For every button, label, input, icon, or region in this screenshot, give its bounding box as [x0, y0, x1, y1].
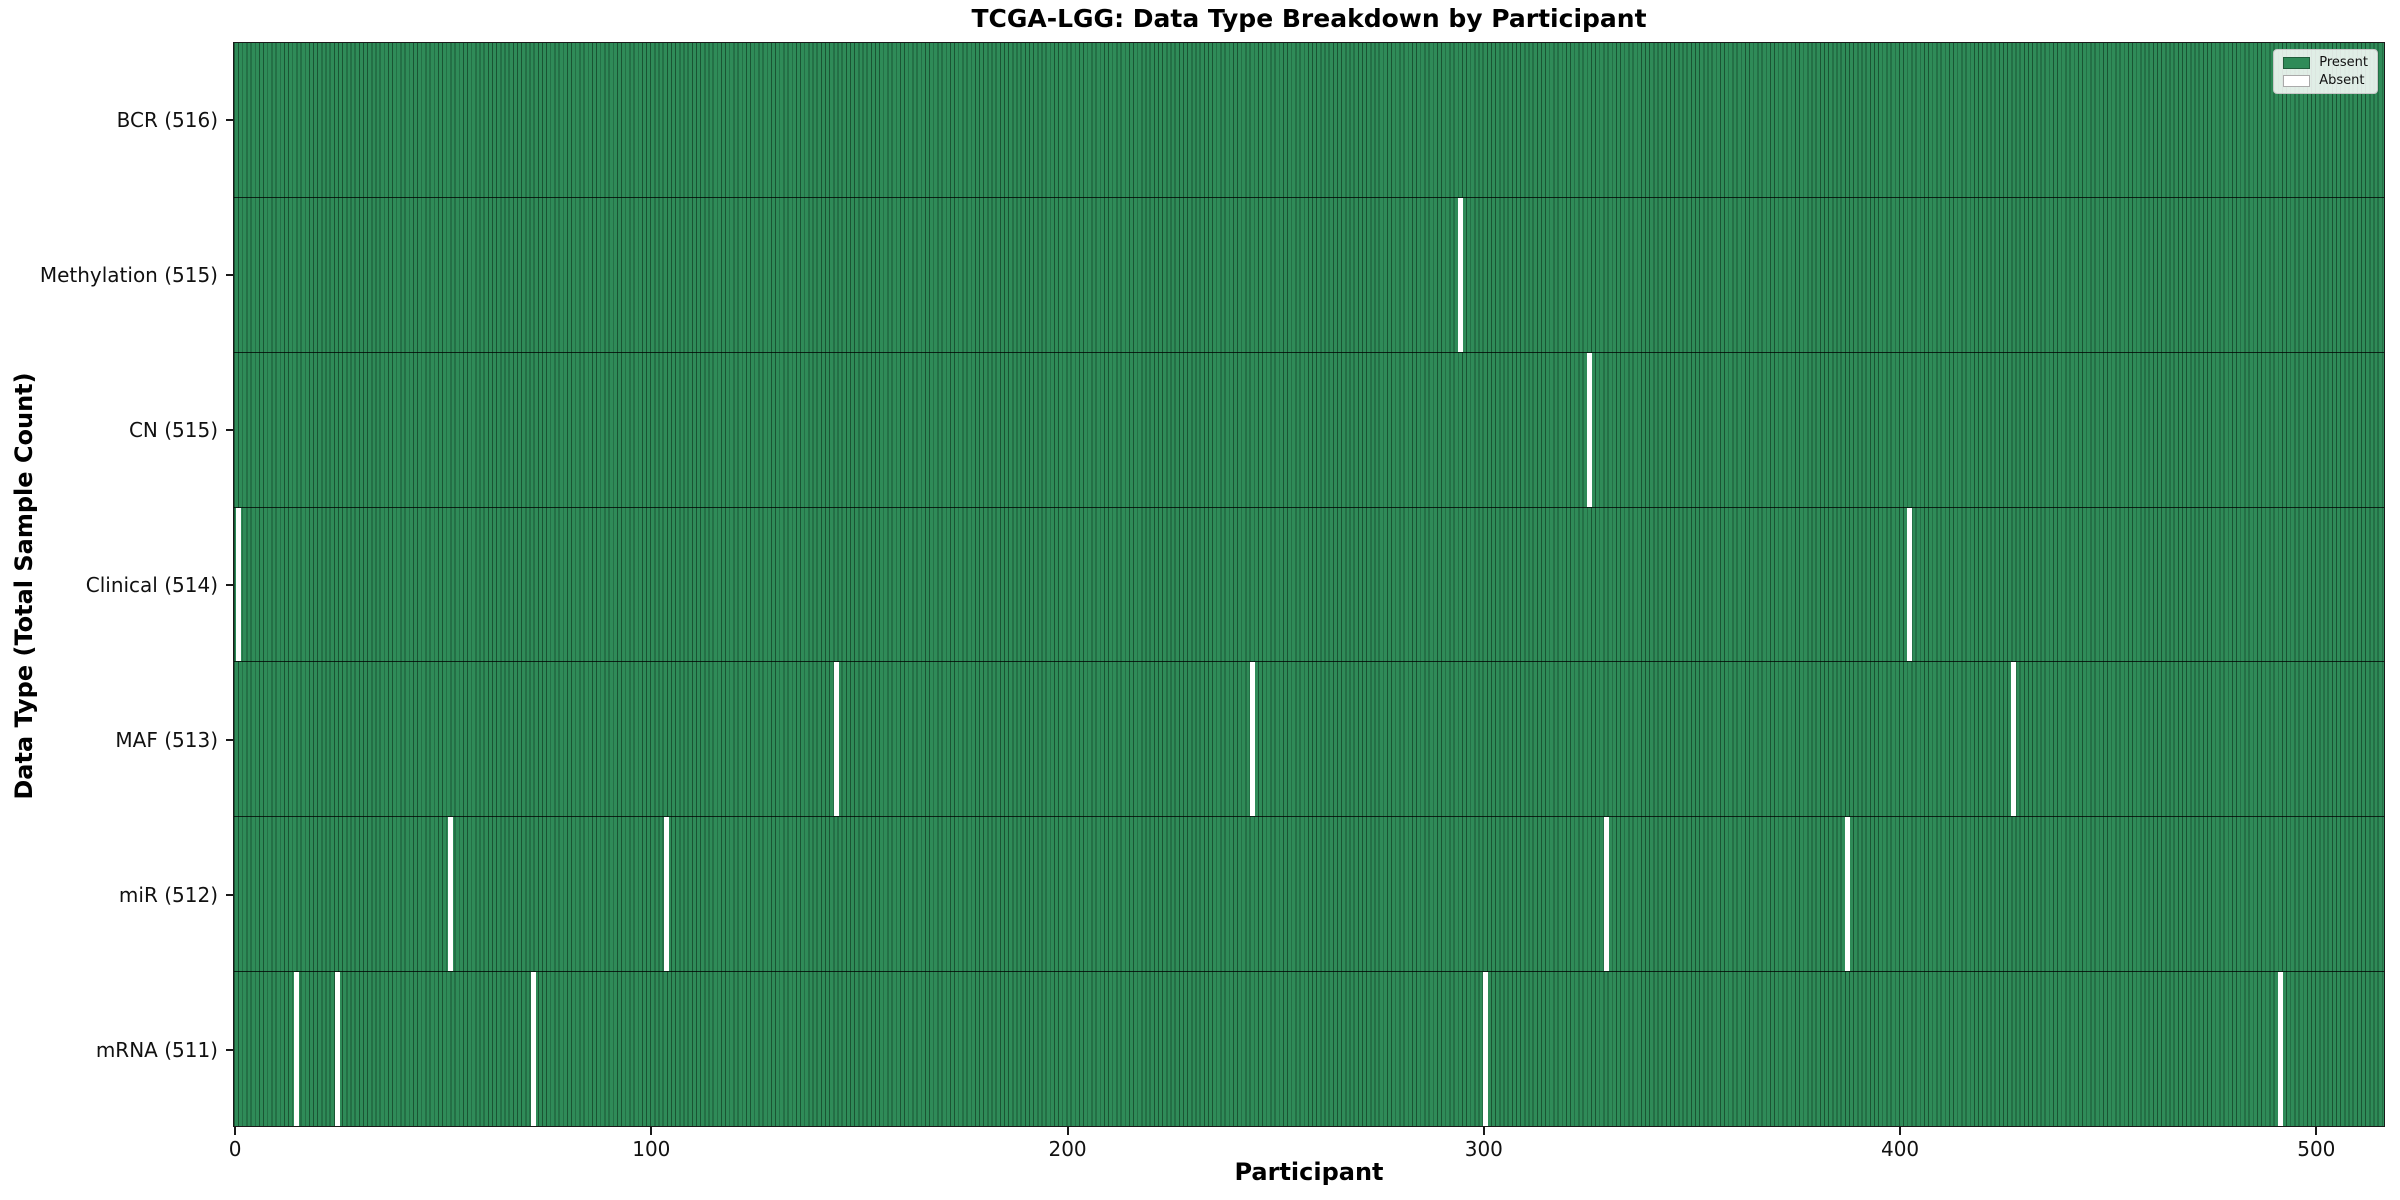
ytick-mark-MAF: [226, 738, 233, 741]
xtick-mark-300: [1482, 1127, 1485, 1135]
absent-gap-miR-51: [447, 817, 453, 972]
xtick-mark-400: [1899, 1127, 1902, 1135]
legend-present-label: Present: [2319, 55, 2368, 70]
ytick-mark-Methylation: [226, 273, 233, 276]
ytick-label-CN: CN (515): [128, 417, 218, 442]
absent-gap-MAF-244: [1250, 662, 1256, 817]
ytick-mark-CN: [226, 428, 233, 431]
row-CN: [234, 352, 2384, 508]
absent-gap-Methylation-294: [1458, 197, 1464, 352]
absent-gap-miR-103: [663, 817, 669, 972]
legend-absent-label: Absent: [2319, 73, 2365, 88]
row-MAF: [234, 662, 2384, 818]
xtick-label-100: 100: [632, 1137, 671, 1161]
absent-gap-MAF-144: [834, 662, 840, 817]
row-Clinical: [234, 507, 2384, 663]
row-mRNA: [234, 972, 2384, 1127]
ytick-label-mRNA: mRNA (511): [95, 1037, 218, 1062]
xtick-mark-0: [234, 1127, 237, 1135]
ytick-label-Clinical: Clinical (514): [85, 572, 218, 597]
absent-gap-Clinical-402: [1907, 507, 1913, 662]
absent-gap-mRNA-24: [335, 972, 341, 1127]
heatmap-rows: [234, 43, 2384, 1127]
plot-area: Present Absent: [233, 42, 2385, 1127]
absent-gap-miR-387: [1845, 817, 1851, 972]
absent-gap-mRNA-71: [530, 972, 536, 1127]
legend: Present Absent: [2273, 49, 2378, 94]
absent-gap-mRNA-14: [293, 972, 299, 1127]
present-swatch-icon: [2283, 56, 2311, 69]
legend-item-present: Present: [2283, 56, 2368, 69]
absent-gap-miR-329: [1603, 817, 1609, 972]
xtick-mark-100: [650, 1127, 653, 1135]
absent-gap-mRNA-300: [1483, 972, 1489, 1127]
xtick-label-200: 200: [1048, 1137, 1087, 1161]
xtick-label-0: 0: [228, 1137, 242, 1161]
row-Methylation: [234, 197, 2384, 353]
xtick-mark-500: [2315, 1127, 2318, 1135]
ytick-mark-Clinical: [226, 583, 233, 586]
absent-gap-Clinical-0: [235, 507, 241, 662]
xtick-label-500: 500: [2297, 1137, 2336, 1161]
absent-gap-CN-325: [1587, 352, 1593, 507]
ytick-label-miR: miR (512): [118, 882, 218, 907]
ytick-label-BCR: BCR (516): [116, 107, 218, 132]
ytick-mark-BCR: [226, 118, 233, 121]
ytick-label-MAF: MAF (513): [115, 727, 218, 752]
ytick-label-Methylation: Methylation (515): [39, 262, 218, 287]
row-miR: [234, 817, 2384, 973]
absent-gap-mRNA-491: [2277, 972, 2283, 1127]
xtick-label-300: 300: [1464, 1137, 1503, 1161]
ytick-mark-miR: [226, 893, 233, 896]
legend-item-absent: Absent: [2283, 74, 2368, 87]
chart-title: TCGA-LGG: Data Type Breakdown by Partici…: [971, 4, 1647, 33]
row-BCR: [234, 43, 2384, 198]
ytick-mark-mRNA: [226, 1048, 233, 1051]
x-axis-label: Participant: [1234, 1158, 1384, 1186]
xtick-mark-200: [1066, 1127, 1069, 1135]
absent-gap-MAF-427: [2011, 662, 2017, 817]
absent-swatch-icon: [2283, 74, 2311, 87]
xtick-label-400: 400: [1880, 1137, 1920, 1161]
